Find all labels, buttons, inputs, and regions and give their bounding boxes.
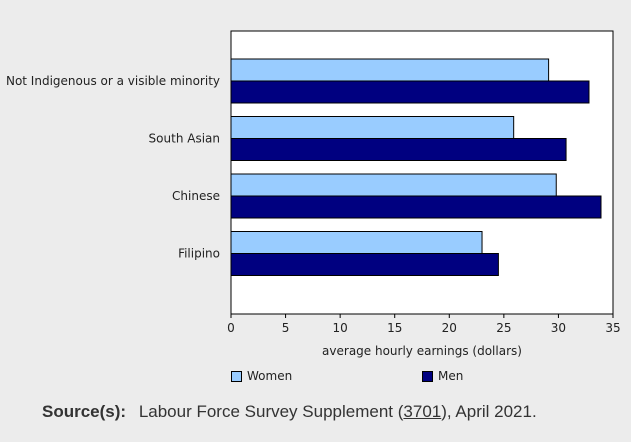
- x-tick-label: 30: [551, 321, 566, 335]
- source-text-after: ), April 2021.: [441, 402, 537, 421]
- chart: Not Indigenous or a visible minority Sout…: [6, 30, 621, 358]
- x-axis-label: average hourly earnings (dollars): [322, 344, 522, 358]
- source-text-before: Labour Force Survey Supplement (: [138, 402, 404, 421]
- bar-women-0: [230, 58, 550, 82]
- legend-item-men: Men: [422, 369, 463, 383]
- x-tick-label: 10: [333, 321, 348, 335]
- bar-men-1: [230, 138, 567, 161]
- category-label: Filipino: [178, 247, 220, 261]
- x-tick-label: 35: [605, 321, 620, 335]
- legend-swatch-men: [422, 370, 433, 382]
- bar-men-2: [230, 195, 602, 219]
- x-tick-label: 0: [227, 321, 235, 335]
- bar-men-3: [230, 253, 499, 276]
- source-link[interactable]: 3701: [403, 402, 442, 421]
- legend: Women Men: [231, 369, 611, 385]
- bar-women-3: [230, 231, 483, 254]
- source-note: Source(s): Labour Force Survey Supplemen…: [42, 402, 537, 422]
- x-tick-label: 25: [496, 321, 511, 335]
- bar-women-1: [230, 116, 515, 139]
- x-tick-label: 20: [442, 321, 457, 335]
- x-tick-label: 5: [282, 321, 290, 335]
- category-label: South Asian: [149, 132, 220, 146]
- x-tick-label: 15: [387, 321, 402, 335]
- legend-swatch-women: [231, 370, 242, 382]
- bar-women-2: [230, 173, 557, 197]
- bar-men-0: [230, 80, 590, 104]
- legend-label-women: Women: [247, 369, 293, 383]
- source-label: Source(s):: [42, 402, 127, 421]
- legend-label-men: Men: [438, 369, 464, 383]
- legend-item-women: Women: [231, 369, 292, 383]
- category-label: Not Indigenous or a visible minority: [6, 74, 220, 88]
- category-label: Chinese: [172, 189, 220, 203]
